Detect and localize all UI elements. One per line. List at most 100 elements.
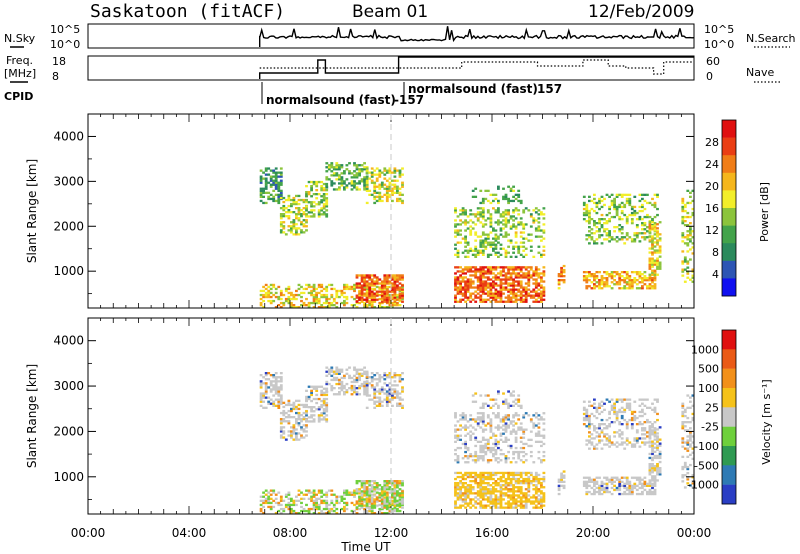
velocity-cell — [325, 401, 329, 405]
velocity-cell — [494, 500, 498, 503]
power-cell — [620, 271, 624, 274]
velocity-cell — [264, 396, 268, 399]
power-cell — [476, 278, 480, 281]
velocity-cell — [479, 471, 483, 475]
power-cell — [514, 227, 518, 230]
velocity-cell — [302, 411, 306, 415]
power-cell — [454, 243, 457, 246]
power-cell — [479, 245, 483, 248]
power-cell — [504, 213, 508, 216]
velocity-cell — [380, 400, 384, 403]
power-cell — [464, 211, 467, 214]
power-cell — [524, 276, 528, 279]
velocity-cell — [383, 502, 387, 505]
velocity-cell — [373, 394, 377, 397]
power-cell — [297, 211, 301, 214]
power-cell — [643, 283, 647, 286]
velocity-cell — [391, 494, 394, 497]
velocity-cell — [383, 388, 387, 391]
velocity-cell — [464, 506, 467, 509]
power-cell — [653, 283, 657, 286]
power-cell — [315, 293, 318, 297]
velocity-cell — [486, 448, 490, 452]
power-cell — [365, 189, 369, 192]
power-cell — [681, 218, 685, 221]
velocity-cell — [646, 431, 649, 434]
power-cell — [479, 294, 483, 297]
velocity-cell — [656, 400, 659, 403]
velocity-cell — [502, 473, 505, 477]
power-cell — [302, 231, 306, 234]
power-cell — [641, 224, 644, 227]
velocity-cell — [519, 492, 523, 495]
velocity-cell — [514, 490, 518, 493]
velocity-cell — [481, 457, 485, 460]
velocity-cell — [474, 420, 478, 423]
power-cell — [391, 288, 394, 291]
power-cell — [330, 283, 334, 287]
velocity-cell — [325, 397, 329, 401]
velocity-cell — [522, 500, 526, 503]
velocity-cell — [486, 438, 490, 441]
velocity-cell — [598, 490, 601, 494]
velocity-cell — [297, 407, 301, 411]
power-cell — [290, 229, 293, 232]
velocity-cell — [315, 387, 319, 390]
velocity-cell — [625, 402, 629, 405]
power-cell — [474, 255, 478, 258]
velocity-cell — [585, 480, 589, 483]
velocity-cell — [373, 512, 377, 515]
velocity-cell — [481, 412, 485, 415]
velocity-cell — [476, 424, 480, 427]
power-cell — [454, 209, 457, 212]
power-cell — [378, 297, 382, 301]
power-cell — [499, 253, 503, 256]
velocity-cell — [504, 482, 508, 485]
velocity-cell — [358, 372, 361, 375]
power-cell — [600, 226, 604, 229]
velocity-cell — [479, 412, 483, 415]
velocity-cell — [461, 418, 465, 421]
power-cell — [312, 215, 316, 218]
velocity-cell — [514, 504, 518, 507]
power-cell — [522, 300, 526, 303]
velocity-cell — [481, 450, 485, 454]
power-cell — [489, 231, 493, 234]
power-cell — [512, 294, 515, 297]
velocity-cell — [598, 425, 601, 428]
velocity-cell — [383, 506, 387, 509]
velocity-cell — [302, 418, 306, 421]
power-cell — [598, 222, 601, 225]
power-cell — [562, 279, 566, 282]
velocity-cell — [653, 456, 657, 460]
velocity-cell — [348, 374, 351, 377]
velocity-cell — [628, 398, 632, 401]
velocity-cell — [651, 448, 654, 451]
velocity-cell — [363, 490, 366, 493]
power-cell — [481, 298, 485, 301]
power-cell — [259, 177, 263, 180]
velocity-cell — [514, 446, 518, 450]
power-cell — [327, 283, 331, 287]
velocity-cell — [332, 505, 336, 509]
velocity-cell — [330, 501, 334, 505]
velocity-cell — [300, 509, 303, 513]
velocity-cell — [383, 498, 387, 501]
velocity-cell — [380, 504, 384, 507]
power-cell — [605, 213, 609, 217]
power-cell — [393, 304, 397, 307]
power-cell — [595, 275, 599, 278]
velocity-cell — [651, 408, 654, 411]
velocity-cell — [653, 477, 657, 480]
velocity-cell — [310, 507, 313, 511]
velocity-cell — [484, 402, 488, 405]
power-cell — [630, 218, 634, 221]
power-cell — [259, 187, 263, 190]
velocity-cell — [608, 425, 611, 428]
power-cell — [262, 285, 265, 289]
power-cell — [469, 292, 473, 295]
velocity-cell — [499, 477, 503, 481]
power-cell — [600, 242, 604, 245]
power-cell — [317, 203, 321, 206]
velocity-cell — [264, 499, 268, 502]
